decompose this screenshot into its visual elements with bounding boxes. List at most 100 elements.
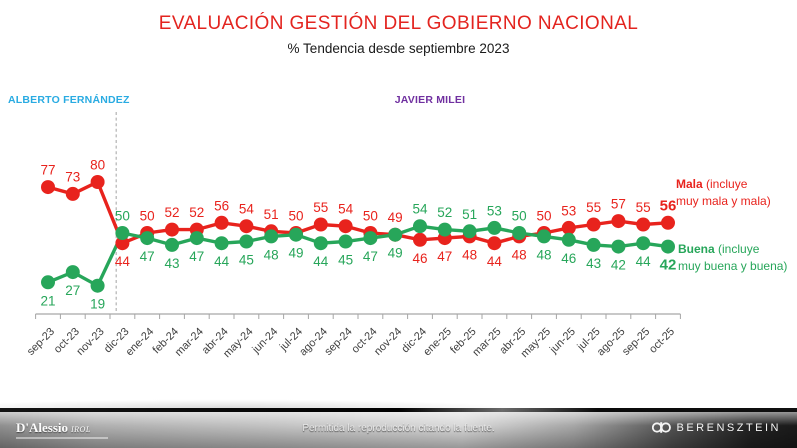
value-label: 55 [636,200,651,215]
value-label: 48 [536,247,551,262]
buena-point [338,234,353,249]
value-label: 55 [586,200,601,215]
x-axis-label: jun-25 [547,326,578,357]
value-label: 44 [214,254,230,269]
value-label: 80 [90,158,105,173]
legend-buena-line1: Buena (incluye [678,242,760,256]
buena-point [289,227,303,242]
footer-note: Permitida la reproducción citando la fue… [302,423,495,434]
trend-chart: sep-23oct-23nov-23dic-23ene-24feb-24mar-… [25,112,681,360]
value-label: 53 [561,203,576,218]
value-label: 42 [611,258,626,273]
value-label: 48 [462,247,477,262]
x-axis-label: oct-25 [647,326,677,356]
mala-point [41,180,55,195]
buena-point [189,231,204,246]
legend-buena-line2: muy buena y buena) [678,258,788,273]
footer-gloss [0,396,797,408]
x-axis-label: nov-24 [372,326,404,358]
period-label-fernandez: ALBERTO FERNÁNDEZ [8,94,130,106]
mala-point [313,217,328,232]
mala-point [413,232,427,247]
buena-point [239,234,254,249]
legend-mala-line1: Mala (incluye [676,177,748,191]
dalessio-logo-sub: IROL [71,425,91,434]
value-label: 49 [288,246,303,261]
mala-point [661,215,675,230]
value-label: 19 [90,297,105,312]
berensztein-logo-text: BERENSZTEIN [676,421,781,434]
buena-point [561,232,576,247]
buena-point [636,236,651,251]
x-axis-label: ago-25 [595,326,628,359]
footer: D'Alessio IROL Permitida la reproducción … [0,396,797,448]
value-label: 44 [487,254,503,269]
value-label: 48 [512,247,527,262]
value-label: 44 [636,254,652,269]
buena-point [586,237,601,252]
value-label: 47 [437,249,452,264]
legend-buena: Buena (incluye muy buena y buena) [678,241,787,274]
value-label: 43 [164,256,179,271]
buena-point [388,227,403,242]
mala-point [487,236,502,251]
value-label: 48 [264,247,279,262]
value-label: 42 [660,257,677,274]
mala-point [165,222,179,237]
footer-bar: D'Alessio IROL Permitida la reproducción … [0,412,797,448]
dalessio-logo-text: D'Alessio [16,420,68,435]
value-label: 77 [40,163,55,178]
buena-point [115,226,130,240]
dalessio-logo: D'Alessio IROL [16,420,108,439]
value-label: 50 [363,209,378,224]
buena-point [661,239,675,254]
mala-point [586,217,601,232]
mala-point [611,214,626,229]
legend-mala-line2: muy mala y mala) [676,193,771,208]
page-title: EVALUACIÓN GESTIÓN DEL GOBIERNO NACIONAL [158,13,639,34]
x-axis-label: sep-24 [322,326,354,358]
x-axis-label: jun-24 [250,326,281,357]
mala-point [561,220,576,235]
value-label: 54 [239,202,255,217]
buena-point [611,239,626,254]
x-axis-label: mar-24 [173,326,206,359]
value-label: 55 [313,200,328,215]
value-label: 44 [115,254,131,269]
value-label: 50 [512,209,527,224]
mala-point [214,215,229,230]
x-axis-label: nov-23 [74,326,106,358]
value-label: 50 [140,209,155,224]
berensztein-mark-icon [652,421,672,434]
buena-point [65,265,80,280]
value-label: 47 [189,249,204,264]
value-label: 45 [239,253,254,268]
value-label: 54 [412,202,428,217]
buena-point [313,236,328,251]
value-label: 52 [437,205,452,220]
mala-point [115,236,130,251]
buena-point [140,231,155,246]
value-label: 52 [164,205,179,220]
legend-mala: Mala (incluye muy mala y mala) [676,176,771,209]
mala-point [90,175,105,189]
mala-point [338,219,353,234]
x-axis-label: sep-23 [25,326,57,358]
value-label: 44 [313,254,329,269]
berensztein-logo: BERENSZTEIN [652,421,781,434]
value-label: 56 [214,198,229,213]
page-subtitle: % Tendencia desde septiembre 2023 [287,41,510,56]
buena-point [90,278,105,293]
value-label: 73 [65,169,80,184]
value-label: 45 [338,253,353,268]
buena-point [512,226,527,240]
x-axis-label: ene-25 [421,326,454,359]
value-label: 53 [487,203,502,218]
dalessio-logo-tagline [16,437,108,439]
value-label: 52 [189,205,204,220]
buena-point [165,237,179,252]
x-axis-label: ene-24 [124,326,157,359]
footer-stripe [0,408,797,412]
buena-point [363,231,378,246]
value-label: 56 [660,197,677,214]
